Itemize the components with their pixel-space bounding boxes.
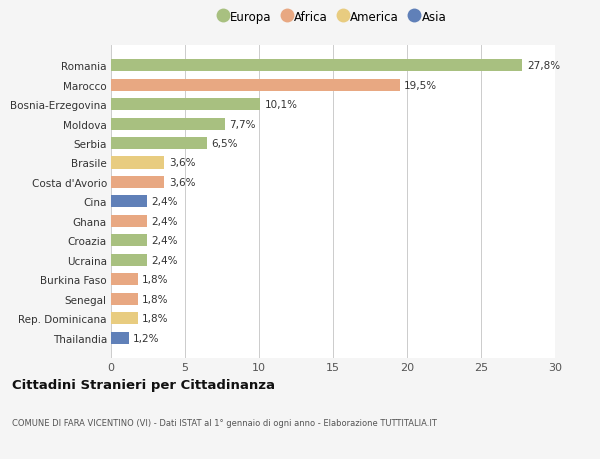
Text: COMUNE DI FARA VICENTINO (VI) - Dati ISTAT al 1° gennaio di ogni anno - Elaboraz: COMUNE DI FARA VICENTINO (VI) - Dati IST… (12, 418, 437, 427)
Text: 19,5%: 19,5% (404, 80, 437, 90)
Text: 3,6%: 3,6% (169, 158, 195, 168)
Legend: Europa, Africa, America, Asia: Europa, Africa, America, Asia (215, 6, 451, 28)
Text: 1,2%: 1,2% (133, 333, 160, 343)
Text: 1,8%: 1,8% (142, 294, 169, 304)
Bar (111, 177, 164, 189)
Text: 2,4%: 2,4% (151, 216, 178, 226)
Bar (111, 313, 137, 325)
Bar (111, 254, 146, 266)
Bar (111, 332, 129, 344)
Bar (111, 99, 260, 111)
Text: 6,5%: 6,5% (212, 139, 238, 149)
Text: 2,4%: 2,4% (151, 236, 178, 246)
Text: 1,8%: 1,8% (142, 274, 169, 285)
Bar (111, 138, 207, 150)
Bar (111, 235, 146, 247)
Text: Cittadini Stranieri per Cittadinanza: Cittadini Stranieri per Cittadinanza (12, 379, 275, 392)
Bar (111, 215, 146, 227)
Text: 7,7%: 7,7% (229, 119, 256, 129)
Bar (111, 118, 225, 130)
Bar (111, 274, 137, 285)
Bar (111, 60, 523, 72)
Text: 2,4%: 2,4% (151, 255, 178, 265)
Text: 2,4%: 2,4% (151, 197, 178, 207)
Bar (111, 157, 164, 169)
Text: 3,6%: 3,6% (169, 178, 195, 188)
Text: 27,8%: 27,8% (527, 61, 560, 71)
Bar (111, 293, 137, 305)
Bar (111, 196, 146, 208)
Text: 10,1%: 10,1% (265, 100, 298, 110)
Text: 1,8%: 1,8% (142, 313, 169, 324)
Bar (111, 79, 400, 91)
